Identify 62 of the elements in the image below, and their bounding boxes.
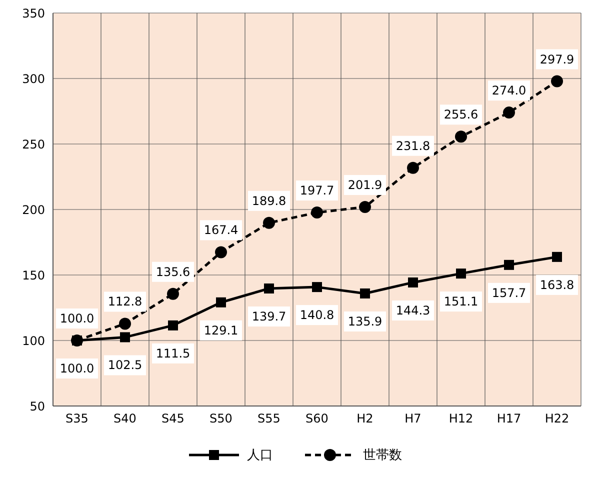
data-label: 157.7 bbox=[492, 286, 526, 300]
point bbox=[216, 297, 226, 308]
data-label: 112.8 bbox=[108, 294, 142, 309]
data-label: 274.0 bbox=[492, 84, 526, 98]
data-label: 255.6 bbox=[444, 108, 478, 122]
point bbox=[552, 252, 562, 262]
point bbox=[312, 282, 322, 292]
x-tick-label: H17 bbox=[496, 412, 522, 426]
legend-label: 世帯数 bbox=[363, 447, 402, 464]
point bbox=[551, 75, 563, 88]
point bbox=[455, 130, 467, 143]
x-tick-label: S60 bbox=[306, 412, 328, 426]
data-label: 167.4 bbox=[204, 223, 238, 238]
data-label: 144.3 bbox=[396, 303, 430, 318]
point bbox=[119, 318, 131, 330]
point bbox=[456, 268, 466, 279]
data-label: 102.5 bbox=[108, 358, 142, 372]
point bbox=[311, 206, 323, 219]
data-label: 197.7 bbox=[300, 184, 334, 198]
y-tick-label: 100 bbox=[22, 334, 45, 348]
legend-label: 人口 bbox=[247, 447, 273, 464]
data-label: 231.8 bbox=[396, 138, 430, 153]
y-tick-label: 150 bbox=[22, 268, 45, 282]
x-tick-label: H7 bbox=[404, 412, 422, 426]
data-label: 111.5 bbox=[156, 346, 190, 360]
x-tick-label: S40 bbox=[114, 412, 136, 426]
y-tick-label: 50 bbox=[30, 399, 45, 414]
data-label: 139.7 bbox=[252, 309, 286, 324]
data-label: 140.8 bbox=[300, 308, 334, 322]
y-tick-label: 350 bbox=[22, 6, 45, 20]
data-label: 297.9 bbox=[540, 52, 574, 66]
data-label: 135.6 bbox=[156, 264, 190, 279]
point bbox=[503, 106, 515, 119]
x-tick-label: S45 bbox=[162, 412, 184, 426]
data-label: 163.8 bbox=[540, 278, 574, 292]
point bbox=[504, 260, 514, 270]
x-tick-label: S35 bbox=[66, 412, 88, 426]
point bbox=[168, 320, 178, 330]
data-label: 135.9 bbox=[348, 314, 382, 328]
x-tick-label: S55 bbox=[258, 412, 280, 426]
x-tick-label: H22 bbox=[544, 412, 570, 426]
y-tick-label: 200 bbox=[22, 202, 45, 217]
point bbox=[264, 283, 274, 294]
data-label: 151.1 bbox=[444, 294, 478, 309]
point bbox=[263, 216, 275, 229]
point bbox=[360, 288, 370, 298]
y-tick-label: 250 bbox=[22, 137, 45, 152]
x-tick-label: H12 bbox=[448, 412, 474, 426]
data-label: 100.0 bbox=[60, 312, 94, 326]
x-tick-label: H2 bbox=[356, 412, 374, 426]
data-label: 129.1 bbox=[204, 323, 238, 338]
data-label: 100.0 bbox=[60, 362, 94, 376]
point bbox=[359, 201, 371, 214]
data-label: 201.9 bbox=[348, 178, 382, 192]
point bbox=[215, 246, 227, 258]
x-tick-label: S50 bbox=[210, 412, 232, 426]
point bbox=[120, 332, 130, 342]
data-label: 189.8 bbox=[252, 194, 286, 208]
y-tick-label: 300 bbox=[22, 72, 45, 86]
point bbox=[407, 162, 419, 174]
point bbox=[167, 288, 179, 300]
point bbox=[408, 277, 418, 288]
